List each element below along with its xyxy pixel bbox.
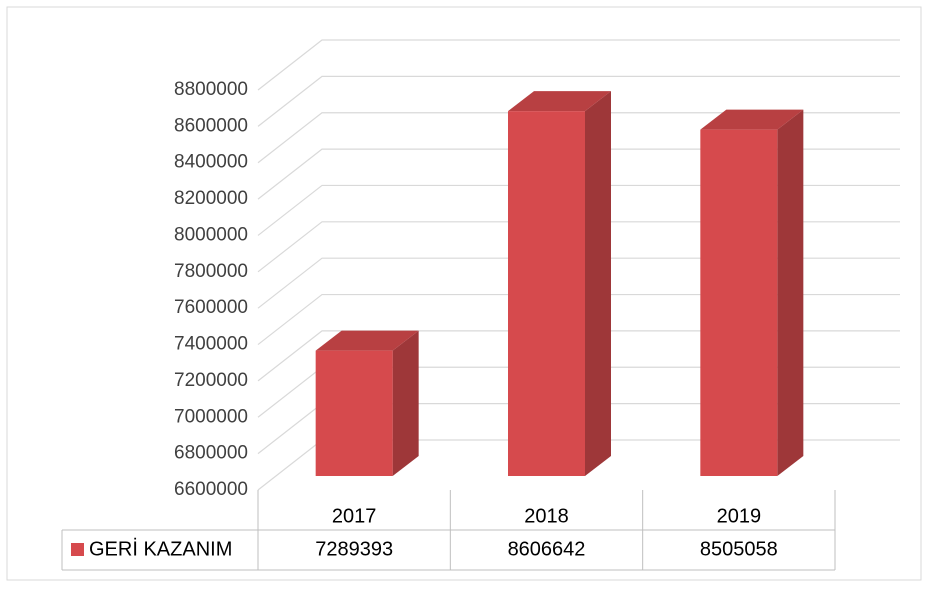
y-tick-label: 7000000 — [174, 406, 248, 427]
bar-side — [585, 91, 611, 476]
bar-top — [508, 91, 611, 112]
table-value: 7289393 — [315, 538, 393, 560]
bar-front — [508, 111, 585, 476]
legend-swatch — [71, 543, 84, 556]
legend-label: GERİ KAZANIM — [89, 537, 232, 560]
grid-line — [257, 39, 900, 91]
bar-side — [392, 330, 419, 476]
x-tick-label: 2019 — [717, 505, 762, 527]
y-tick-label: 8800000 — [174, 79, 248, 100]
y-tick-label: 8400000 — [174, 152, 248, 173]
bar — [700, 109, 804, 476]
grid-line — [257, 112, 900, 164]
y-tick-label: 7200000 — [174, 370, 248, 391]
bar-front — [315, 350, 393, 476]
bar-top — [315, 330, 419, 351]
bar-side — [777, 109, 804, 476]
y-tick-label: 7800000 — [174, 261, 248, 282]
bar-front — [700, 129, 778, 476]
x-tick-label: 2018 — [524, 505, 569, 527]
y-tick-label: 8000000 — [174, 224, 248, 245]
y-tick-label: 8200000 — [174, 188, 248, 209]
y-tick-label: 7400000 — [174, 334, 248, 355]
bar-top — [700, 109, 804, 130]
table-value: 8505058 — [700, 538, 778, 560]
bar — [315, 330, 419, 476]
y-tick-label: 8600000 — [174, 115, 248, 136]
y-tick-label: 7600000 — [174, 297, 248, 318]
grid-line — [257, 75, 900, 127]
bar — [508, 91, 611, 476]
y-tick-label: 6800000 — [174, 443, 248, 464]
x-tick-label: 2017 — [332, 505, 377, 527]
y-tick-label: 6600000 — [174, 479, 248, 500]
table-value: 8606642 — [508, 538, 586, 560]
